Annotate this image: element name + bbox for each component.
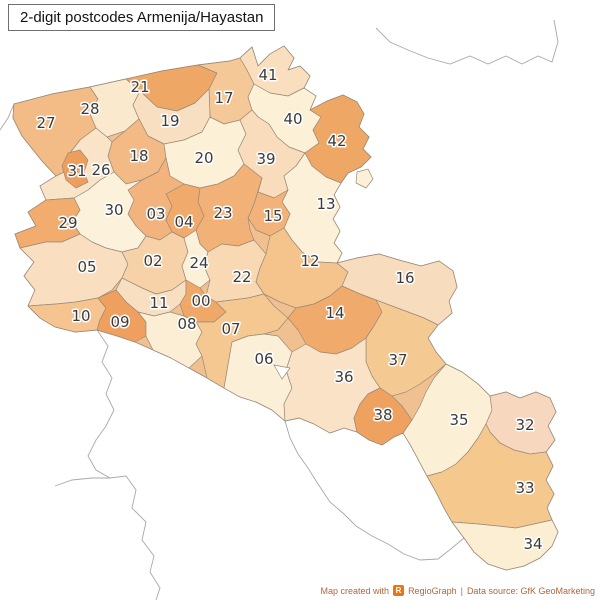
region-label-16: 16 xyxy=(395,269,414,287)
postcode-regions xyxy=(12,45,559,571)
region-label-19: 19 xyxy=(160,112,179,130)
region-label-39: 39 xyxy=(256,150,275,168)
attribution-prefix: Map created with xyxy=(320,585,390,596)
region-label-06: 06 xyxy=(254,350,273,368)
region-label-27: 27 xyxy=(36,114,55,132)
region-label-26: 26 xyxy=(91,161,110,179)
map-title: 2-digit postcodes Armenija/Hayastan xyxy=(20,9,264,26)
region-label-02: 02 xyxy=(143,252,162,270)
region-label-21: 21 xyxy=(130,78,149,96)
map-title-box: 2-digit postcodes Armenija/Hayastan xyxy=(8,4,276,31)
exclave-northeast xyxy=(355,168,374,189)
regiograph-logo-icon: R xyxy=(393,585,405,596)
region-label-36: 36 xyxy=(334,368,353,386)
region-label-41: 41 xyxy=(258,66,277,84)
attribution-separator: | xyxy=(460,585,463,596)
region-label-14: 14 xyxy=(325,304,344,322)
region-label-08: 08 xyxy=(177,315,196,333)
region-label-29: 29 xyxy=(58,214,77,232)
neighbor-borders xyxy=(0,19,559,600)
region-label-32: 32 xyxy=(515,416,534,434)
region-label-07: 07 xyxy=(221,320,240,338)
region-42 xyxy=(304,94,372,184)
region-label-20: 20 xyxy=(194,149,213,167)
region-label-10: 10 xyxy=(71,307,90,325)
region-label-04: 04 xyxy=(174,213,193,231)
region-label-24: 24 xyxy=(189,254,208,272)
attribution-app-name: RegioGraph xyxy=(408,585,457,596)
region-label-33: 33 xyxy=(515,479,534,497)
region-label-03: 03 xyxy=(146,205,165,223)
region-label-22: 22 xyxy=(232,268,251,286)
attribution-source: Data source: GfK GeoMarketing xyxy=(466,585,595,596)
region-label-23: 23 xyxy=(213,204,232,222)
region-label-35: 35 xyxy=(449,411,468,429)
region-label-09: 09 xyxy=(110,313,129,331)
region-label-00: 00 xyxy=(191,292,210,310)
region-label-05: 05 xyxy=(77,258,96,276)
region-label-34: 34 xyxy=(523,535,542,553)
enclave-white xyxy=(273,364,291,380)
region-label-15: 15 xyxy=(263,207,282,225)
region-label-13: 13 xyxy=(316,195,335,213)
region-label-30: 30 xyxy=(104,201,123,219)
region-label-31: 31 xyxy=(67,162,86,180)
region-label-28: 28 xyxy=(80,100,99,118)
region-label-12: 12 xyxy=(300,252,319,270)
region-label-42: 42 xyxy=(327,132,346,150)
region-labels: 27 28 21 17 41 40 42 19 18 20 39 13 15 23 04 03 30 26 29 05… xyxy=(35,65,544,555)
region-label-18: 18 xyxy=(129,147,148,165)
region-label-38: 38 xyxy=(373,406,392,424)
map-attribution: Map created with R RegioGraph | Data sou… xyxy=(321,585,595,596)
region-label-37: 37 xyxy=(388,351,407,369)
region-38 xyxy=(353,387,413,446)
region-34 xyxy=(451,519,559,571)
region-09 xyxy=(96,289,147,343)
region-31 xyxy=(61,149,89,189)
region-label-17: 17 xyxy=(214,89,233,107)
region-label-40: 40 xyxy=(283,110,302,128)
region-label-11: 11 xyxy=(149,294,168,312)
